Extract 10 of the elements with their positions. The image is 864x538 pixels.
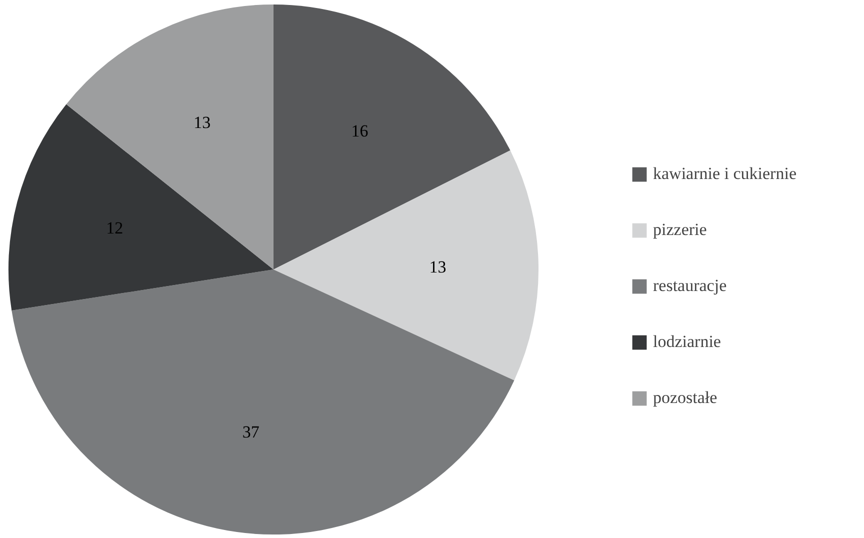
legend-label: pozostałe xyxy=(653,388,718,408)
data-label: 13 xyxy=(194,113,211,132)
data-label: 37 xyxy=(242,422,260,442)
legend-label: kawiarnie i cukiernie xyxy=(653,164,796,184)
legend-label: pizzerie xyxy=(653,220,707,240)
data-label: 16 xyxy=(351,121,368,140)
legend-label: restauracje xyxy=(653,276,727,296)
legend-label: lodziarnie xyxy=(653,332,721,352)
data-label: 12 xyxy=(106,218,124,238)
data-label: 13 xyxy=(429,258,446,277)
